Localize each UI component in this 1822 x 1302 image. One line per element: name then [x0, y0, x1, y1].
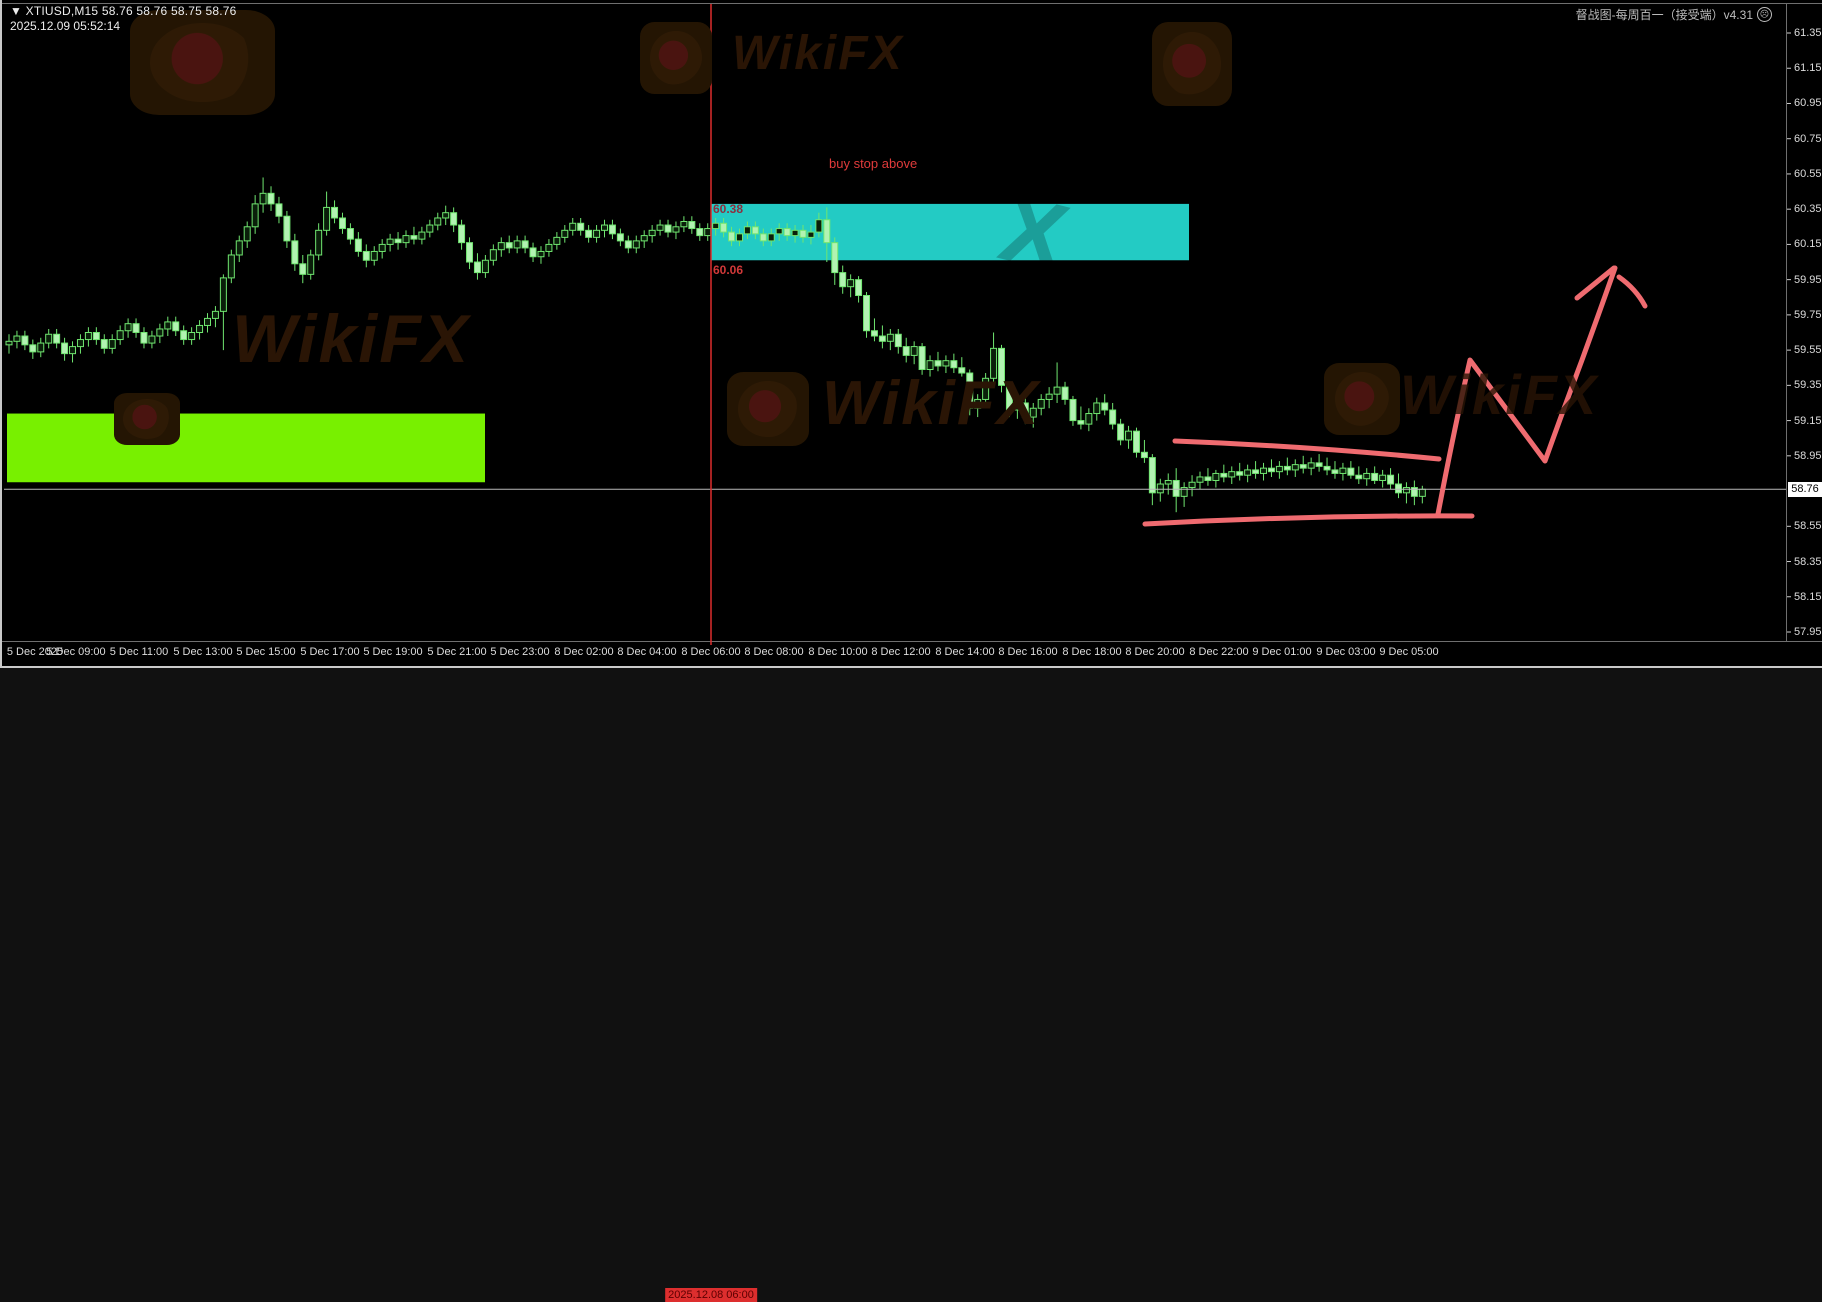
time-axis[interactable]: 2025.12.08 06:00 5 Dec 2025 5 Dec 09:00 5 …: [2, 642, 1822, 1302]
wikifx-text-watermark: WikiFX: [732, 27, 904, 80]
time-tick-label: 8 Dec 04:00: [617, 646, 677, 658]
time-tick-label: 9 Dec 05:00: [1379, 646, 1439, 658]
time-tick-label: 5 Dec 21:00: [427, 646, 487, 658]
time-tick-label: 5 Dec 19:00: [363, 646, 423, 658]
wikifx-logo-watermark: [727, 372, 809, 446]
candles: [5, 177, 1426, 513]
wikifx-logo-watermark: [130, 10, 275, 115]
price-tick-label: 58.55: [1794, 520, 1822, 533]
time-tick-label: 8 Dec 08:00: [744, 646, 804, 658]
price-tick-label: 59.55: [1794, 344, 1822, 357]
wikifx-text-watermark: WikiFX: [822, 369, 1041, 438]
price-tick-label: 60.15: [1794, 238, 1822, 251]
chart-plot-area[interactable]: X: [2, 0, 1822, 668]
current-price-tag: 58.76: [1788, 482, 1822, 497]
price-tick-label: 60.75: [1794, 132, 1822, 145]
time-tick-label: 8 Dec 06:00: [681, 646, 741, 658]
price-tick-label: 60.35: [1794, 203, 1822, 216]
price-tick-label: 57.95: [1794, 626, 1822, 638]
time-tick-label: 5 Dec 13:00: [173, 646, 233, 658]
time-tick-label: 5 Dec 15:00: [236, 646, 296, 658]
time-tick-label: 8 Dec 20:00: [1125, 646, 1185, 658]
time-tick-label: 5 Dec 17:00: [300, 646, 360, 658]
price-tick-label: 60.95: [1794, 97, 1822, 110]
indicator-face-icon[interactable]: ☹: [1757, 7, 1772, 22]
buy-stop-annotation-text[interactable]: buy stop above: [829, 156, 918, 171]
price-tick-label: 59.15: [1794, 414, 1822, 427]
price-tick-label: 58.15: [1794, 590, 1822, 603]
price-tick-label: 61.15: [1794, 62, 1822, 75]
lower-trendline[interactable]: [1142, 513, 1475, 527]
green-support-zone[interactable]: [7, 413, 485, 483]
time-tick-label: 5 Dec 2025: [6, 646, 64, 658]
price-tick-label: 61.35: [1794, 27, 1822, 39]
time-tick-label: 5 Dec 09:00: [46, 646, 106, 658]
cyan-resistance-zone[interactable]: [711, 203, 1189, 261]
red-time-marker: 2025.12.08 06:00: [665, 1288, 757, 1302]
time-tick-label: 8 Dec 14:00: [935, 646, 995, 658]
wikifx-text-watermark: WikiFX: [232, 301, 471, 377]
time-tick-label: 8 Dec 12:00: [871, 646, 931, 658]
price-tick-label: 59.75: [1794, 308, 1822, 321]
symbol-ohlc-info: ▼ XTIUSD,M15 58.76 58.76 58.75 58.76: [10, 4, 237, 18]
price-tick-label: 59.95: [1794, 273, 1822, 286]
time-tick-label: 9 Dec 03:00: [1316, 646, 1376, 658]
indicator-title: 督战图-每周百一（接受端）v4.31 ☹: [1576, 6, 1772, 23]
time-tick-label: 8 Dec 18:00: [1062, 646, 1122, 658]
price-axis[interactable]: 61.35 61.15 60.95 60.75 60.55 60.35 60.15 59.95…: [1787, 3, 1822, 641]
time-tick-label: 5 Dec 23:00: [490, 646, 550, 658]
wikifx-logo-watermark: [1324, 363, 1400, 435]
price-tick-label: 58.95: [1794, 449, 1822, 462]
up-arrow-head[interactable]: [1574, 265, 1648, 309]
wikifx-logo-watermark: [640, 22, 712, 94]
price-tick-label: 60.55: [1794, 167, 1822, 180]
wikifx-x-watermark: X: [990, 174, 1078, 293]
indicator-title-text: 督战图-每周百一（接受端）v4.31: [1575, 8, 1753, 22]
time-tick-label: 8 Dec 02:00: [554, 646, 614, 658]
wikifx-text-watermark: WikiFX: [1400, 363, 1599, 426]
upper-trendline[interactable]: [1172, 438, 1442, 462]
time-tick-label: 5 Dec 11:00: [109, 646, 169, 658]
price-tick-label: 58.35: [1794, 555, 1822, 568]
time-tick-label: 9 Dec 01:00: [1252, 646, 1312, 658]
time-tick-label: 8 Dec 16:00: [998, 646, 1058, 658]
up-arrow-zigzag[interactable]: [1435, 265, 1618, 517]
zone-price-label-top: 60.38: [713, 202, 744, 216]
price-tick-label: 59.35: [1794, 379, 1822, 392]
wikifx-logo-watermark: [114, 393, 180, 445]
chart-timestamp: 2025.12.09 05:52:14: [10, 19, 121, 33]
time-tick-label: 8 Dec 10:00: [808, 646, 868, 658]
wikifx-logo-watermark: [1152, 22, 1232, 106]
time-tick-label: 8 Dec 22:00: [1189, 646, 1249, 658]
zone-price-label-bottom: 60.06: [713, 263, 744, 277]
